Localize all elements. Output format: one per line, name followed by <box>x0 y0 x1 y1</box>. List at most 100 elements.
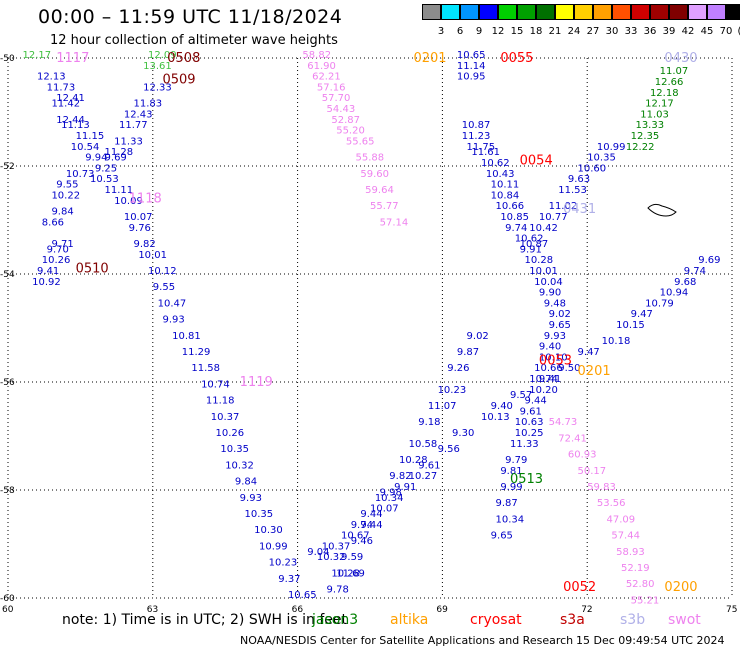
x-tick-label: 75 <box>726 605 737 615</box>
wave-height-label: 52.80 <box>626 579 655 590</box>
wave-height-label: 10.73 <box>66 169 95 180</box>
wave-height-label: 12.22 <box>626 142 655 153</box>
wave-height-label: 11.18 <box>206 396 235 407</box>
wave-height-label: 12.33 <box>143 82 172 93</box>
x-tick-label: 63 <box>147 605 158 615</box>
chart-subtitle: 12 hour collection of altimeter wave hei… <box>50 33 338 48</box>
pass-time-label: 0054 <box>520 154 553 169</box>
wave-height-label: 11.02 <box>549 201 578 212</box>
wave-height-label: 10.01 <box>138 250 167 261</box>
wave-height-label: 9.40 <box>539 342 561 353</box>
wave-height-label: 10.87 <box>520 239 549 250</box>
wave-height-label: 9.82 <box>133 239 155 250</box>
colorbar-swatch <box>574 4 593 20</box>
wave-height-label: 10.32 <box>317 552 346 563</box>
wave-height-label: 10.04 <box>534 277 563 288</box>
wave-height-label: 10.94 <box>660 288 689 299</box>
wave-height-label: 54.43 <box>327 104 356 115</box>
wave-height-label: 9.61 <box>520 406 542 417</box>
wave-height-label: 9.41 <box>539 374 561 385</box>
colorbar-label: 33 <box>624 26 638 37</box>
wave-height-label: 10.27 <box>409 471 438 482</box>
colorbar-swatch <box>631 4 650 20</box>
colorbar-label: 70 <box>719 26 733 37</box>
legend-s3b: s3b <box>620 612 646 628</box>
wave-height-label: 9.94 <box>85 153 107 164</box>
wave-height-label: 10.77 <box>539 212 568 223</box>
wave-height-label: 10.63 <box>515 417 544 428</box>
wave-height-label: 60.93 <box>568 450 597 461</box>
wave-height-label: 9.65 <box>491 531 513 542</box>
colorbar-label: 24 <box>567 26 581 37</box>
wave-height-label: 10.23 <box>269 558 298 569</box>
colorbar-swatch <box>555 4 574 20</box>
wave-height-label: 11.29 <box>182 347 211 358</box>
wave-height-label: 9.30 <box>452 428 474 439</box>
x-tick-label: 72 <box>581 605 592 615</box>
wave-height-label: 9.91 <box>394 482 416 493</box>
wave-height-label: 10.95 <box>457 72 486 83</box>
wave-height-label: 12.18 <box>650 88 679 99</box>
wave-height-label: 9.02 <box>549 309 571 320</box>
wave-height-label: 9.59 <box>341 552 363 563</box>
wave-height-label: 11.53 <box>558 185 587 196</box>
wave-height-label: 50.17 <box>578 466 607 477</box>
colorbar-swatch <box>726 4 740 20</box>
wave-height-label: 9.57 <box>510 390 532 401</box>
wave-height-label: 9.55 <box>153 282 175 293</box>
page-title: 00:00 – 11:59 UTC 11/18/2024 <box>38 6 343 28</box>
wave-height-label: 9.44 <box>524 396 546 407</box>
wave-height-label: 9.25 <box>95 163 117 174</box>
pass-time-label: 0052 <box>563 580 596 595</box>
wave-height-label: 10.26 <box>216 428 245 439</box>
colorbar-label: 3 <box>437 26 445 37</box>
wave-height-label: 9.65 <box>549 320 571 331</box>
colorbar-swatch <box>422 4 441 20</box>
wave-height-label: 11.75 <box>467 142 496 153</box>
wave-height-label: 9.81 <box>500 466 522 477</box>
wave-height-label: 57.16 <box>317 82 346 93</box>
wave-height-label: 9.74 <box>505 223 527 234</box>
wave-height-label: 11.07 <box>428 401 457 412</box>
wave-height-label: 10.10 <box>539 352 568 363</box>
colorbar-swatch <box>441 4 460 20</box>
wave-height-label: 12.09 <box>148 50 177 61</box>
colorbar-label: 30 <box>605 26 619 37</box>
wave-height-label: 10.66 <box>495 201 524 212</box>
pass-time-label: 1117 <box>56 51 89 66</box>
wave-height-label: 9.55 <box>56 180 78 191</box>
legend-swot: swot <box>668 612 701 628</box>
wave-height-label: 10.13 <box>481 412 510 423</box>
y-tick-label: -52 <box>0 162 15 172</box>
pass-time-label: 0200 <box>664 580 697 595</box>
wave-height-label: 11.23 <box>462 131 491 142</box>
wave-height-label: 10.35 <box>587 153 616 164</box>
colorbar-swatch <box>707 4 726 20</box>
wave-height-label: 10.18 <box>602 336 631 347</box>
pass-time-label: 0201 <box>578 364 611 379</box>
pass-time-label: 0053 <box>539 353 572 368</box>
wave-height-label: 10.47 <box>158 298 187 309</box>
wave-height-label: 9.78 <box>327 585 349 596</box>
colorbar-label: 18 <box>529 26 543 37</box>
wave-height-label: 11.03 <box>640 109 669 120</box>
colorbar-swatch <box>536 4 555 20</box>
wave-height-label: 10.53 <box>90 174 119 185</box>
wave-height-label: 10.65 <box>288 590 317 601</box>
wave-height-label: 11.73 <box>47 82 76 93</box>
wave-height-label: 9.47 <box>578 347 600 358</box>
wave-height-label: 11.14 <box>457 61 486 72</box>
wave-height-label: 55.77 <box>370 201 399 212</box>
wave-height-label: 54.73 <box>549 417 578 428</box>
wave-height-label: 10.99 <box>259 541 288 552</box>
wave-height-label: 10.37 <box>211 412 240 423</box>
colorbar-swatch <box>498 4 517 20</box>
wave-height-label: 9.68 <box>674 277 696 288</box>
wave-height-label: 10.62 <box>515 234 544 245</box>
wave-height-label: 61.90 <box>307 61 336 72</box>
wave-height-label: 57.44 <box>611 531 640 542</box>
wave-height-label: 55.20 <box>336 126 365 137</box>
generated-timestamp: 15 Dec 09:49:54 UTC 2024 <box>576 634 725 647</box>
wave-height-label: 12.43 <box>124 109 153 120</box>
colorbar-label: 45 <box>700 26 714 37</box>
